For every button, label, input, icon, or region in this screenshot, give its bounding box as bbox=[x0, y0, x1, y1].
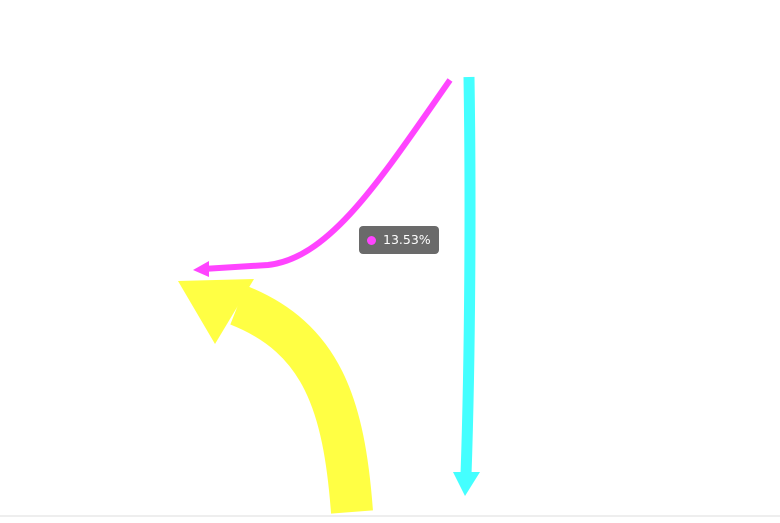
tooltip-value: 13.53% bbox=[383, 232, 431, 247]
tooltip-series-dot bbox=[367, 235, 376, 245]
tooltip: 13.53% bbox=[359, 226, 439, 254]
flow-arrow-magenta-line[interactable] bbox=[202, 78, 453, 272]
flow-arrow-cyan-head[interactable] bbox=[453, 472, 480, 496]
flow-arrow-magenta-head[interactable] bbox=[193, 261, 209, 277]
flow-arrow-cyan-line[interactable] bbox=[460, 76, 476, 476]
flow-arrow-yellow-head[interactable] bbox=[178, 279, 254, 344]
flow-arrow-yellow-line[interactable] bbox=[229, 285, 373, 514]
bottom-border bbox=[0, 515, 780, 517]
